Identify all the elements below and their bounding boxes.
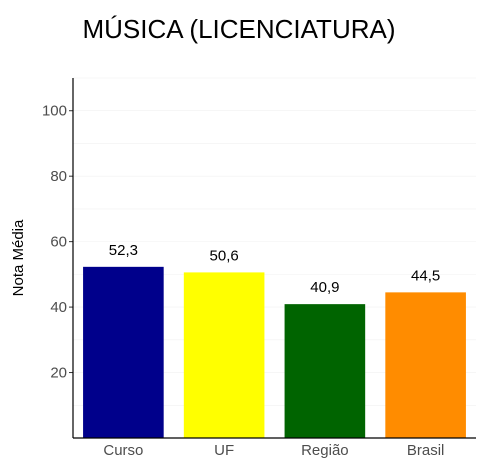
data-label: 40,9 — [310, 279, 339, 296]
data-label: 50,6 — [210, 247, 239, 264]
x-tick-label: Brasil — [407, 442, 445, 458]
x-tick-label: Curso — [103, 442, 143, 458]
bar-uf — [183, 272, 265, 438]
bar-região — [284, 304, 366, 438]
labels: 20 40 60 80 100 52,3 Curso 50,6 UF 40,9 Região 44,5… — [42, 103, 444, 458]
y-tick-label: 100 — [42, 103, 67, 120]
y-tick-label: 80 — [50, 168, 67, 185]
y-tick-label: 40 — [50, 299, 67, 316]
x-tick-label: Região — [301, 442, 349, 458]
chart-title: MÚSICA (LICENCIATURA) — [82, 14, 396, 44]
y-tick-label: 20 — [50, 365, 67, 382]
data-label: 52,3 — [109, 242, 138, 259]
x-tick-label: UF — [214, 442, 234, 458]
axes — [69, 78, 476, 439]
bar-curso — [83, 266, 164, 438]
bar-brasil — [385, 292, 466, 438]
y-tick-label: 60 — [50, 234, 67, 251]
bars — [83, 266, 466, 438]
y-axis-title: Nota Média — [10, 219, 27, 296]
data-label: 44,5 — [411, 267, 440, 284]
